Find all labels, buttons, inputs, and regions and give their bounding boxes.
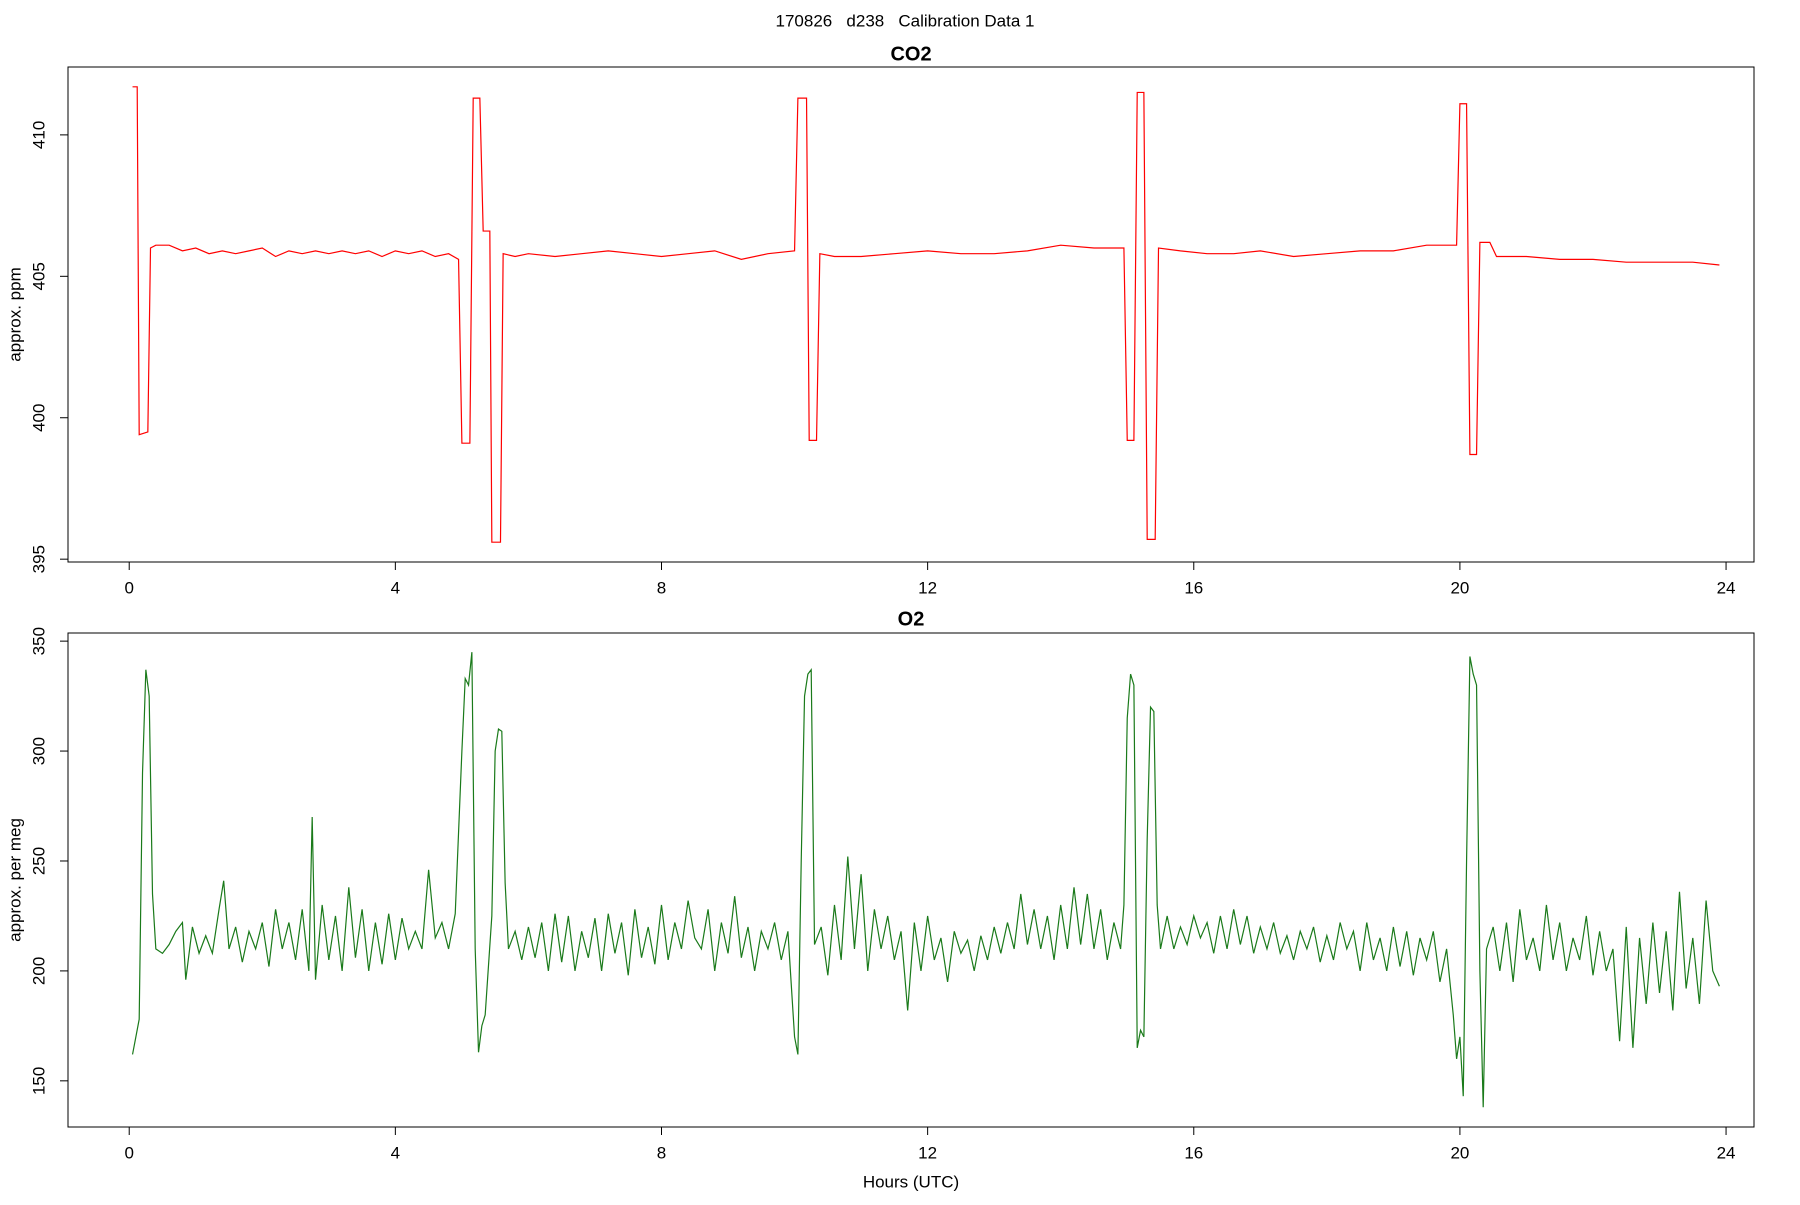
y-tick-label: 410 — [29, 121, 48, 149]
y-tick-label: 395 — [29, 545, 48, 573]
y-axis-label: approx. ppm — [5, 267, 24, 362]
x-tick-label: 24 — [1717, 1143, 1736, 1162]
x-tick-label: 16 — [1184, 1143, 1203, 1162]
x-tick-label: 4 — [391, 1143, 400, 1162]
panel-title: O2 — [898, 608, 925, 630]
data-line — [131, 652, 1720, 1108]
x-tick-label: 0 — [124, 578, 133, 597]
x-tick-label: 8 — [657, 578, 666, 597]
y-axis-label: approx. per meg — [5, 818, 24, 942]
y-tick-label: 150 — [29, 1067, 48, 1095]
x-tick-label: 20 — [1450, 578, 1469, 597]
y-tick-label: 400 — [29, 404, 48, 432]
x-tick-label: 24 — [1717, 578, 1736, 597]
x-tick-label: 4 — [391, 578, 400, 597]
data-line — [132, 86, 1720, 543]
y-tick-label: 200 — [29, 957, 48, 985]
x-tick-label: 12 — [918, 1143, 937, 1162]
panel-title: CO2 — [890, 43, 931, 65]
figure-title: 170826 d238 Calibration Data 1 — [776, 11, 1035, 30]
y-tick-label: 405 — [29, 262, 48, 290]
x-tick-label: 12 — [918, 578, 937, 597]
x-axis-label: Hours (UTC) — [863, 1172, 959, 1191]
y-tick-label: 250 — [29, 847, 48, 875]
y-tick-label: 350 — [29, 627, 48, 655]
x-tick-label: 8 — [657, 1143, 666, 1162]
x-tick-label: 16 — [1184, 578, 1203, 597]
x-tick-label: 20 — [1450, 1143, 1469, 1162]
y-tick-label: 300 — [29, 737, 48, 765]
x-tick-label: 0 — [124, 1143, 133, 1162]
